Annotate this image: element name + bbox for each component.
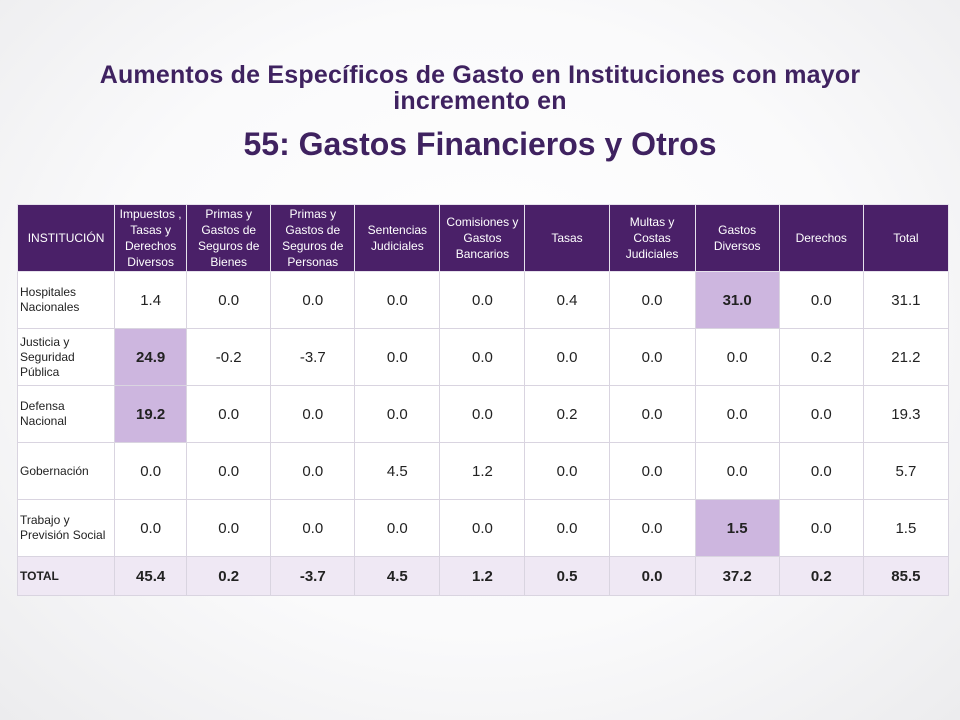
cell: 37.2 [694,556,780,596]
cell: 0.0 [778,442,864,500]
cell: 0.0 [354,385,441,443]
title-line-1b: incremento en [393,87,567,115]
cell: 0.0 [354,328,441,386]
row-label: Trabajo y Previsión Social [16,499,116,557]
cell: 0.0 [524,442,610,500]
cell-highlighted: 31.0 [694,271,780,329]
cell: 0.2 [778,328,864,386]
cell: 0.0 [186,499,272,557]
cell: 0.0 [778,385,864,443]
table-row-hospitales: Hospitales Nacionales 1.4 0.0 0.0 0.0 0.… [16,271,950,329]
cell: 0.0 [524,499,610,557]
cell: 0.5 [524,556,610,596]
cell-total: 1.5 [862,499,950,557]
cell: 0.0 [186,271,272,329]
cell: 0.0 [439,385,526,443]
cell: 0.0 [354,499,441,557]
header-row: INSTITUCIÓN Impuestos , Tasas y Derechos… [16,204,950,272]
cell: 0.0 [270,499,356,557]
row-label: Gobernación [16,442,116,500]
cell-total: 31.1 [862,271,950,329]
header-primas-bienes: Primas y Gastos de Seguros de Bienes [186,204,272,272]
row-label-total: TOTAL [16,556,116,596]
header-multas: Multas y Costas Judiciales [608,204,696,272]
cell: 0.0 [778,271,864,329]
cell: 0.0 [354,271,441,329]
cell: 0.0 [608,556,696,596]
cell: 0.0 [608,385,696,443]
cell: 0.2 [778,556,864,596]
header-total: Total [862,204,950,272]
cell-highlighted: 1.5 [694,499,780,557]
cell: 1.2 [439,442,526,500]
cell: 0.0 [608,328,696,386]
row-label: Justicia y Seguridad Pública [16,328,116,386]
cell: 0.0 [524,328,610,386]
cell: 0.2 [186,556,272,596]
title-line-1: Aumentos de Específicos de Gasto en Inst… [0,62,960,114]
cell: 0.0 [114,499,188,557]
cell: 0.0 [778,499,864,557]
table-row-trabajo: Trabajo y Previsión Social 0.0 0.0 0.0 0… [16,499,950,557]
header-impuestos: Impuestos , Tasas y Derechos Diversos [114,204,188,272]
cell: 0.0 [694,328,780,386]
cell: 0.0 [694,385,780,443]
cell: 0.0 [439,328,526,386]
cell-total: 85.5 [862,556,950,596]
table-row-defensa: Defensa Nacional 19.2 0.0 0.0 0.0 0.0 0.… [16,385,950,443]
title-line-2: 55: Gastos Financieros y Otros [243,126,717,162]
slide-title: Aumentos de Específicos de Gasto en Inst… [0,62,960,162]
cell: -3.7 [270,556,356,596]
row-label: Defensa Nacional [16,385,116,443]
cell: 0.4 [524,271,610,329]
cell: 0.0 [270,385,356,443]
header-institucion: INSTITUCIÓN [16,204,116,272]
cell: 4.5 [354,556,441,596]
cell: 0.0 [608,271,696,329]
cell: 0.0 [186,385,272,443]
cell: 0.0 [608,499,696,557]
table-row-gobernacion: Gobernación 0.0 0.0 0.0 4.5 1.2 0.0 0.0 … [16,442,950,500]
cell: 0.0 [270,271,356,329]
cell: 0.2 [524,385,610,443]
cell-total: 19.3 [862,385,950,443]
header-primas-personas: Primas y Gastos de Seguros de Personas [270,204,356,272]
cell: 0.0 [608,442,696,500]
cell: -3.7 [270,328,356,386]
header-gastos-diversos: Gastos Diversos [694,204,780,272]
cell: 0.0 [439,271,526,329]
cell: 0.0 [694,442,780,500]
cell: 1.2 [439,556,526,596]
cell: 45.4 [114,556,188,596]
table-row-total: TOTAL 45.4 0.2 -3.7 4.5 1.2 0.5 0.0 37.2… [16,556,950,596]
cell: 4.5 [354,442,441,500]
cell-highlighted: 19.2 [114,385,188,443]
cell: 0.0 [270,442,356,500]
cell: 1.4 [114,271,188,329]
cell-highlighted: 24.9 [114,328,188,386]
header-sentencias: Sentencias Judiciales [354,204,441,272]
header-tasas: Tasas [524,204,610,272]
cell: -0.2 [186,328,272,386]
cell: 0.0 [114,442,188,500]
spending-table: INSTITUCIÓN Impuestos , Tasas y Derechos… [16,204,950,596]
row-label: Hospitales Nacionales [16,271,116,329]
cell-total: 5.7 [862,442,950,500]
table-row-justicia: Justicia y Seguridad Pública 24.9 -0.2 -… [16,328,950,386]
header-derechos: Derechos [778,204,864,272]
cell: 0.0 [439,499,526,557]
cell: 0.0 [186,442,272,500]
header-comisiones: Comisiones y Gastos Bancarios [439,204,526,272]
cell-total: 21.2 [862,328,950,386]
title-line-1a: Aumentos de Específicos de Gasto en Inst… [99,61,861,89]
